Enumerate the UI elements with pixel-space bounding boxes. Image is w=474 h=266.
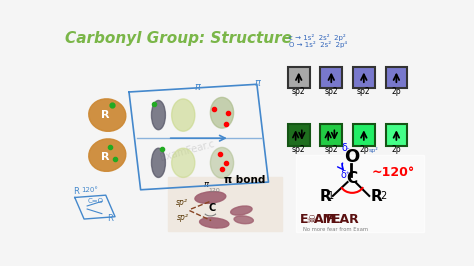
Text: δ: δ: [341, 143, 347, 153]
Text: sp2: sp2: [357, 87, 371, 96]
Bar: [353, 66, 374, 88]
Bar: [296, 155, 423, 232]
Text: c → 1s²  2s²  2p²: c → 1s² 2s² 2p²: [289, 34, 346, 41]
Ellipse shape: [231, 206, 252, 215]
Text: AM: AM: [313, 213, 336, 226]
Text: 120°: 120°: [81, 187, 98, 193]
Text: sp²: sp²: [177, 213, 189, 222]
Bar: [288, 124, 310, 146]
Text: 120: 120: [208, 188, 220, 193]
Text: π bond: π bond: [224, 175, 266, 185]
Text: 1: 1: [328, 191, 334, 201]
Text: R: R: [371, 189, 383, 204]
Text: C=O: C=O: [87, 198, 103, 204]
Text: ⁺: ⁺: [346, 172, 349, 178]
Text: ExamFear.c: ExamFear.c: [159, 139, 216, 163]
Text: C: C: [346, 172, 357, 186]
Text: ⁻: ⁻: [346, 147, 349, 153]
Ellipse shape: [152, 148, 165, 177]
Text: R: R: [73, 187, 79, 196]
Text: R: R: [101, 110, 110, 120]
Ellipse shape: [172, 99, 195, 131]
Text: R: R: [101, 152, 110, 162]
Ellipse shape: [234, 216, 254, 224]
Ellipse shape: [200, 218, 229, 228]
Bar: [353, 124, 374, 146]
Text: sp2: sp2: [325, 87, 338, 96]
Ellipse shape: [89, 99, 126, 131]
Ellipse shape: [210, 97, 234, 128]
Text: O → 1s²  2s²  2p⁴: O → 1s² 2s² 2p⁴: [289, 40, 347, 48]
Text: No more fear from Exam: No more fear from Exam: [303, 227, 368, 232]
Text: ~120°: ~120°: [372, 166, 415, 179]
Text: 2p: 2p: [392, 87, 401, 96]
Text: C: C: [208, 203, 215, 213]
Text: 2p: 2p: [392, 145, 401, 154]
Bar: [168, 177, 283, 231]
Text: sp²: sp²: [368, 147, 378, 153]
Text: sp²: sp²: [175, 198, 187, 207]
Text: O: O: [344, 148, 359, 167]
Bar: [320, 124, 342, 146]
Text: π: π: [195, 82, 201, 92]
Bar: [320, 66, 342, 88]
Bar: [288, 66, 310, 88]
Ellipse shape: [89, 139, 126, 171]
Text: π: π: [203, 180, 209, 189]
Ellipse shape: [210, 147, 234, 178]
Text: sp2: sp2: [292, 145, 306, 154]
Text: F: F: [326, 213, 334, 226]
Bar: [385, 124, 407, 146]
Text: 2: 2: [380, 191, 386, 201]
Text: sp2: sp2: [325, 145, 338, 154]
Ellipse shape: [172, 148, 195, 177]
Text: Carbonyl Group: Structure: Carbonyl Group: Structure: [65, 31, 292, 46]
Ellipse shape: [195, 192, 226, 203]
Text: E: E: [300, 213, 308, 226]
Text: R: R: [107, 214, 113, 223]
Text: 2p: 2p: [359, 145, 369, 154]
Text: π: π: [255, 78, 260, 88]
Text: ☠: ☠: [307, 215, 317, 225]
Text: sp2: sp2: [292, 87, 306, 96]
Text: EAR: EAR: [332, 213, 360, 226]
Bar: [385, 66, 407, 88]
Ellipse shape: [152, 101, 165, 130]
Text: R: R: [319, 189, 331, 204]
Text: δ: δ: [341, 170, 346, 180]
